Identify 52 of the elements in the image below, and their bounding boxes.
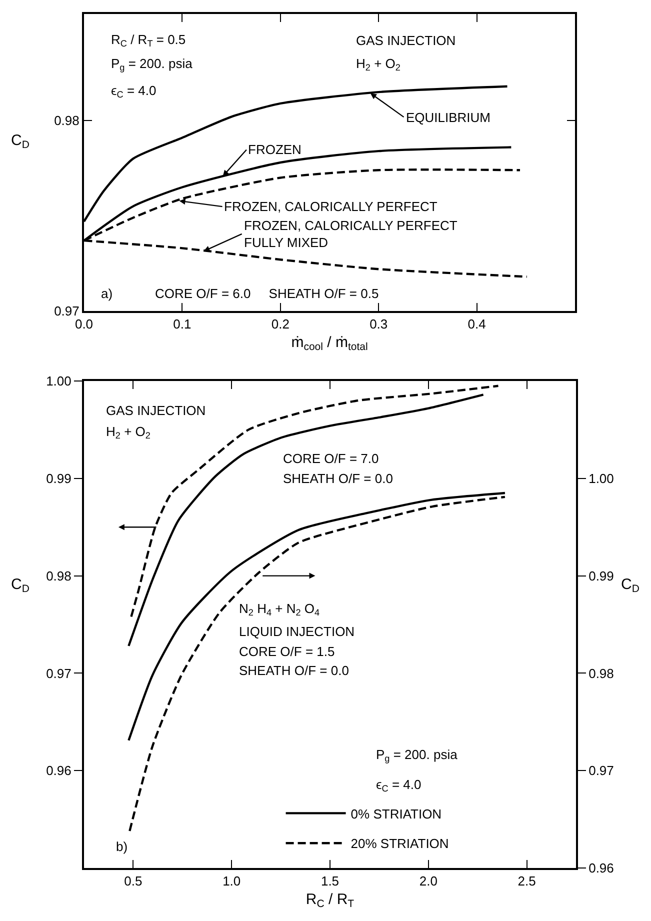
annotation: CORE O/F = 7.0: [283, 451, 379, 466]
y2-axis-title: C$_{D}$: [621, 576, 640, 596]
legend-label: 20% STRIATION: [350, 836, 449, 852]
y2-tick-label: 0.98: [588, 666, 614, 681]
annotation: EQUILIBRIUM: [406, 110, 491, 125]
annotation: CORE O/F = 6.0 SHEATH O/F = 0.5: [155, 286, 379, 301]
y2-tick-label: 1.00: [588, 470, 614, 486]
x-tick-label: 0.2: [271, 316, 290, 332]
y2-tick-label: 0.99: [588, 568, 614, 584]
annotation: SHEATH O/F = 0.0: [239, 663, 349, 678]
legend-label: 0% STRIATION: [350, 806, 442, 822]
x-tick-label: 2.5: [518, 874, 536, 889]
y-tick-label: 1.00: [46, 374, 72, 389]
line-series: [128, 496, 506, 832]
annotation: ϵ$_{C}$ = 4.0: [111, 83, 156, 100]
y2-tick-label: 0.97: [588, 763, 614, 778]
y-tick-label: 0.98: [46, 568, 72, 584]
annotation: CORE O/F = 1.5: [239, 644, 335, 659]
annotation: H$_{2}$ + O$_{2}$: [106, 424, 150, 441]
annotation: a): [101, 286, 113, 301]
annotation: FROZEN, CALORICALLY PERFECT: [224, 199, 438, 214]
annotation: GAS INJECTION: [356, 33, 456, 48]
x-axis-title: R$_{C}$ / R$_{T}$: [306, 891, 355, 910]
y-tick-label: 0.97: [54, 304, 80, 319]
y2-tick-label: 0.96: [588, 860, 614, 876]
x-tick-label: 1.5: [320, 874, 340, 889]
x-tick-label: 0.3: [370, 316, 388, 332]
x-tick-label: 0.5: [124, 874, 142, 889]
annotation: R$_{C}$ / R$_{T}$ = 0.5: [111, 32, 186, 49]
annotation: ϵ$_{C}$ = 4.0: [376, 777, 422, 794]
annotation: FROZEN, CALORICALLY PERFECT FULLY MIXED: [244, 218, 458, 250]
annotation: H$_{2}$ + O$_{2}$: [356, 56, 400, 73]
annotation: GAS INJECTION: [106, 403, 206, 418]
annotation: P$_{g}$ = 200. psia: [111, 56, 194, 73]
annotation: b): [116, 839, 128, 854]
x-tick-label: 0.4: [468, 316, 486, 332]
x-tick-label: 0.1: [173, 316, 192, 332]
x-tick-label: 1.0: [222, 874, 241, 889]
y-axis-title: C$_{D}$: [11, 576, 30, 596]
x-axis-title: ṁ$_{cool}$ / ṁ$_{total}$: [291, 334, 368, 354]
y-tick-label: 0.97: [46, 666, 72, 681]
annotation: P$_{g}$ = 200. psia: [376, 747, 458, 764]
y-tick-label: 0.99: [46, 470, 72, 486]
y-tick-label: 0.98: [54, 113, 80, 128]
annotation: LIQUID INJECTION: [239, 624, 355, 639]
annotation: FROZEN: [248, 142, 302, 157]
y-tick-label: 0.96: [46, 763, 72, 778]
annotation: SHEATH O/F = 0.0: [283, 471, 393, 486]
x-tick-label: 2.0: [419, 874, 438, 889]
y-axis-title: C$_{D}$: [11, 132, 30, 152]
annotation: N$_{2}$ H$_{4}$ + N$_{2}$ O$_{4}$: [239, 601, 320, 618]
x-tick-label: 0.0: [74, 316, 94, 332]
